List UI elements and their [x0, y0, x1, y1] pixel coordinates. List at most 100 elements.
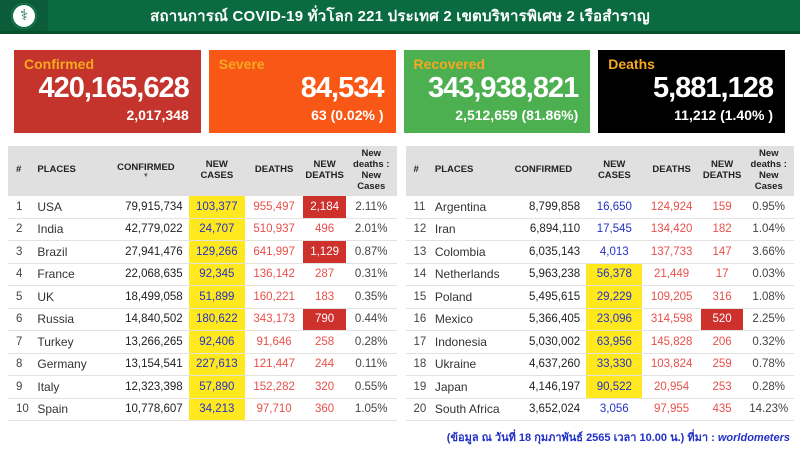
table-row: 3 Brazil 27,941,476 129,266 641,997 1,129 0.87…: [8, 240, 397, 264]
deaths-card: Deaths 5,881,128 11,212 (1.40% ): [598, 50, 785, 133]
new-deaths-cell: 320: [303, 375, 346, 399]
ratio-cell: 1.04%: [743, 218, 794, 242]
new-cases-cell: 24,707: [188, 218, 245, 242]
header-bar: ⚕ สถานการณ์ COVID-19 ทั่วโลก 221 ประเทศ …: [0, 0, 800, 34]
deaths-sub-value: 11,212 (1.40% ): [674, 106, 773, 123]
col-header-rank: #: [8, 146, 30, 196]
ratio-cell: 3.66%: [743, 240, 794, 264]
rank-cell: 20: [405, 398, 427, 422]
countries-table-right-wrap: # PLACES CONFIRMED NEW CASES DEATHS NEW DEATH…: [405, 146, 794, 422]
table-row: 18 Ukraine 4,637,260 33,330 103,824 259 0.78%: [405, 353, 794, 377]
new-deaths-cell: 206: [700, 330, 744, 354]
table-row: 15 Poland 5,495,615 29,229 109,205 316 1.08%: [405, 285, 794, 309]
new-cases-cell: 92,406: [188, 330, 245, 354]
col-header-confirmed[interactable]: CONFIRMED ▼: [103, 146, 189, 196]
confirmed-cell: 5,030,002: [500, 330, 587, 354]
place-cell: India: [29, 218, 104, 242]
place-cell: Ukraine: [426, 353, 501, 377]
table-row: 8 Germany 13,154,541 227,613 121,447 244 0.11%: [8, 353, 397, 377]
place-cell: UK: [29, 285, 104, 309]
table-row: 4 France 22,068,635 92,345 136,142 287 0.31%: [8, 263, 397, 287]
new-deaths-cell: 159: [700, 195, 744, 219]
place-cell: Netherlands: [426, 263, 501, 287]
place-cell: Colombia: [426, 240, 501, 264]
rank-cell: 8: [8, 353, 30, 377]
place-cell: Japan: [426, 375, 501, 399]
new-deaths-cell: 259: [700, 353, 744, 377]
ratio-cell: 0.31%: [345, 263, 397, 287]
confirmed-card: Confirmed 420,165,628 2,017,348: [14, 50, 201, 133]
countries-table-left-wrap: # PLACES CONFIRMED ▼ NEW CASES DEATHS NEW DEAT…: [8, 146, 397, 422]
ratio-cell: 1.08%: [743, 285, 794, 309]
new-deaths-cell: 253: [700, 375, 744, 399]
confirmed-cell: 42,779,022: [103, 218, 189, 242]
new-cases-cell: 33,330: [586, 353, 643, 377]
confirmed-cell: 4,637,260: [500, 353, 587, 377]
rank-cell: 2: [8, 218, 30, 242]
confirmed-cell: 4,146,197: [500, 375, 587, 399]
col-header-new-deaths: NEW DEATHS: [700, 146, 744, 196]
table-row: 16 Mexico 5,366,405 23,096 314,598 520 2.25%: [405, 308, 794, 332]
rank-cell: 10: [8, 398, 30, 422]
rank-cell: 13: [405, 240, 427, 264]
recovered-sub-value: 2,512,659 (81.86%): [455, 106, 579, 123]
place-cell: Spain: [29, 398, 104, 422]
ratio-cell: 1.05%: [345, 398, 397, 422]
new-cases-cell: 51,899: [188, 285, 245, 309]
table-row: 12 Iran 6,894,110 17,545 134,420 182 1.04%: [405, 218, 794, 242]
deaths-label: Deaths: [608, 56, 655, 72]
recovered-value: 343,938,821: [427, 72, 579, 104]
confirmed-cell: 18,499,058: [103, 285, 189, 309]
col-header-deaths: DEATHS: [642, 146, 701, 196]
new-cases-cell: 103,377: [188, 195, 245, 219]
confirmed-cell: 12,323,398: [103, 375, 189, 399]
place-cell: South Africa: [426, 398, 501, 422]
new-cases-cell: 57,890: [188, 375, 245, 399]
confirmed-cell: 5,366,405: [500, 308, 587, 332]
rank-cell: 1: [8, 195, 30, 219]
deaths-cell: 97,955: [642, 398, 701, 422]
rank-cell: 7: [8, 330, 30, 354]
deaths-cell: 124,924: [642, 195, 701, 219]
place-cell: Mexico: [426, 308, 501, 332]
new-deaths-cell: 790: [303, 308, 346, 332]
confirmed-cell: 3,652,024: [500, 398, 587, 422]
place-cell: France: [29, 263, 104, 287]
ratio-cell: 0.32%: [743, 330, 794, 354]
confirmed-cell: 5,495,615: [500, 285, 587, 309]
ratio-cell: 0.87%: [345, 240, 397, 264]
confirmed-cell: 13,154,541: [103, 353, 189, 377]
deaths-cell: 510,937: [244, 218, 304, 242]
deaths-cell: 160,221: [244, 285, 304, 309]
deaths-cell: 97,710: [244, 398, 304, 422]
table-row: 19 Japan 4,146,197 90,522 20,954 253 0.28%: [405, 375, 794, 399]
new-deaths-cell: 182: [700, 218, 744, 242]
confirmed-cell: 8,799,858: [500, 195, 587, 219]
new-cases-cell: 129,266: [188, 240, 245, 264]
ratio-cell: 14.23%: [743, 398, 794, 422]
severe-label: Severe: [218, 56, 265, 72]
confirmed-value: 420,165,628: [38, 72, 189, 104]
confirmed-cell: 27,941,476: [103, 240, 189, 264]
ratio-cell: 0.11%: [345, 353, 397, 377]
rank-cell: 19: [405, 375, 427, 399]
severe-card: Severe 84,534 63 (0.02% ): [208, 50, 396, 133]
new-deaths-cell: 244: [303, 353, 346, 377]
table-row: 11 Argentina 8,799,858 16,650 124,924 159 0.95…: [405, 195, 794, 219]
country-tables: # PLACES CONFIRMED ▼ NEW CASES DEATHS NEW DEAT…: [0, 133, 800, 422]
new-cases-cell: 227,613: [188, 353, 245, 377]
new-deaths-cell: 1,129: [303, 240, 346, 264]
rank-cell: 17: [405, 330, 427, 354]
severe-value: 84,534: [300, 72, 385, 104]
deaths-value: 5,881,128: [652, 72, 774, 104]
deaths-cell: 134,420: [642, 218, 701, 242]
sort-descending-icon: ▼: [142, 173, 149, 180]
footnote-source-link[interactable]: worldometers: [717, 432, 790, 444]
confirmed-cell: 22,068,635: [103, 263, 189, 287]
col-header-deaths: DEATHS: [244, 146, 304, 196]
ratio-cell: 0.78%: [743, 353, 794, 377]
ratio-cell: 0.55%: [345, 375, 397, 399]
col-header-rank: #: [405, 146, 427, 196]
moph-logo: ⚕: [0, 0, 48, 31]
recovered-label: Recovered: [413, 56, 486, 72]
